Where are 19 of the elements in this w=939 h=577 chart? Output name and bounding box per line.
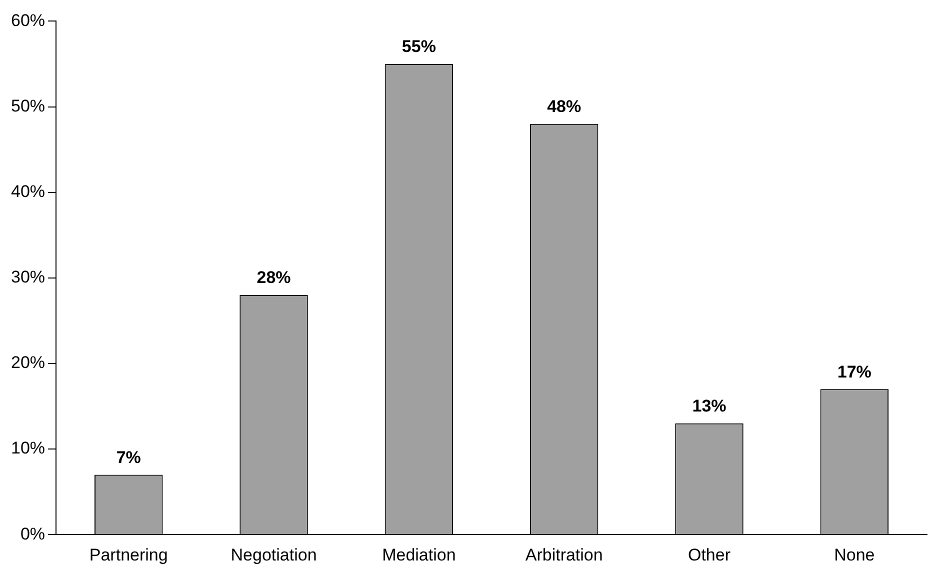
y-tick-label: 10% — [10, 438, 46, 458]
x-tick-label: Negotiation — [230, 545, 317, 564]
y-tick-label: 60% — [10, 10, 46, 30]
data-label: 13% — [692, 396, 726, 416]
data-label: 17% — [837, 362, 872, 382]
data-label: 28% — [256, 268, 291, 288]
x-tick-label: Mediation — [382, 545, 456, 564]
data-label: 7% — [116, 448, 141, 467]
data-label: 48% — [547, 97, 582, 116]
x-tick-label: None — [834, 545, 875, 564]
x-tick-label: Arbitration — [525, 545, 603, 564]
y-tick-label: 30% — [10, 268, 46, 287]
data-label: 55% — [402, 37, 436, 56]
y-tick-label: 50% — [10, 96, 46, 116]
y-tick-label: 0% — [20, 524, 46, 544]
y-tick-label: 20% — [10, 353, 46, 372]
x-tick-label: Partnering — [89, 545, 168, 564]
y-tick-label: 40% — [10, 182, 46, 202]
x-tick-label: Other — [688, 545, 731, 564]
